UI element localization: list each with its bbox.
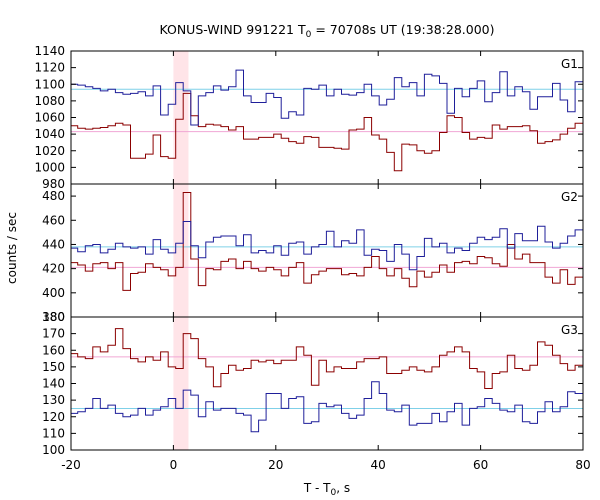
y-tick-label: 460 bbox=[42, 213, 65, 227]
plot-area: 98010001020104010601080110011201140G1380… bbox=[34, 44, 590, 472]
y-tick-label: 140 bbox=[42, 377, 65, 391]
series-red-line bbox=[71, 92, 583, 172]
y-tick-label: 980 bbox=[42, 177, 65, 191]
y-tick-label: 380 bbox=[42, 310, 65, 324]
y-tick-label: 130 bbox=[42, 393, 65, 407]
x-axis-label: T - T0, s bbox=[303, 481, 350, 498]
y-tick-label: 1000 bbox=[34, 160, 65, 174]
y-tick-label: 1140 bbox=[34, 44, 65, 58]
x-tick-label: 60 bbox=[473, 458, 488, 472]
series-blue-line bbox=[71, 69, 583, 126]
y-tick-label: 110 bbox=[42, 426, 65, 440]
x-axis-label-rest: , s bbox=[336, 481, 350, 495]
chart-title-main: KONUS-WIND 991221 T bbox=[159, 22, 305, 37]
y-tick-label: 440 bbox=[42, 237, 65, 251]
y-tick-label: 1040 bbox=[34, 127, 65, 141]
panel-label: G3 bbox=[561, 323, 578, 337]
series-red-line bbox=[71, 328, 583, 389]
panel-g1: 980 1000 1020 1040 1060 1080 1100 1120 1140 G1 bbox=[34, 44, 584, 191]
highlight-band bbox=[173, 51, 189, 450]
y-tick-label: 120 bbox=[42, 410, 65, 424]
x-axis-label-subscript: 0 bbox=[331, 488, 337, 498]
y-tick-label: 170 bbox=[42, 327, 65, 341]
series-blue-line bbox=[71, 381, 583, 433]
panel-series bbox=[71, 69, 583, 172]
panel-g2: 380 400 420 440 460 480 G2 bbox=[42, 183, 584, 324]
x-tick-label: 20 bbox=[268, 458, 283, 472]
y-tick-label: 480 bbox=[42, 189, 65, 203]
panel-series bbox=[71, 328, 583, 433]
x-tick-label: 0 bbox=[170, 458, 178, 472]
y-axis-label: counts / sec bbox=[5, 212, 19, 284]
y-tick-label: 100 bbox=[42, 443, 65, 457]
panel-g3: 100 110 120 130 140 150 160 170 180 G3 bbox=[42, 310, 584, 457]
y-tick-label: 1100 bbox=[34, 77, 65, 91]
y-tick-label: 1080 bbox=[34, 94, 65, 108]
y-tick-label: 150 bbox=[42, 360, 65, 374]
x-tick-label: 80 bbox=[575, 458, 590, 472]
panel-label: G1 bbox=[561, 57, 578, 71]
y-tick-label: 180 bbox=[42, 310, 65, 324]
y-tick-label: 1020 bbox=[34, 144, 65, 158]
x-tick-label: 40 bbox=[371, 458, 386, 472]
y-tick-label: 160 bbox=[42, 343, 65, 357]
x-axis-label-main: T - T bbox=[303, 481, 331, 495]
y-tick-label: 400 bbox=[42, 286, 65, 300]
x-tick-label: -20 bbox=[61, 458, 81, 472]
series-blue-line bbox=[71, 221, 583, 271]
panel-series bbox=[71, 192, 583, 291]
y-tick-label: 420 bbox=[42, 262, 65, 276]
chart-title-subscript: 0 bbox=[306, 30, 312, 40]
series-red-line bbox=[71, 192, 583, 291]
chart-title-rest: = 70708s UT (19:38:28.000) bbox=[311, 22, 494, 37]
y-tick-label: 1060 bbox=[34, 111, 65, 125]
chart-title: KONUS-WIND 991221 T0 = 70708s UT (19:38:… bbox=[159, 22, 494, 40]
y-tick-label: 1120 bbox=[34, 61, 65, 75]
panel-label: G2 bbox=[561, 190, 578, 204]
